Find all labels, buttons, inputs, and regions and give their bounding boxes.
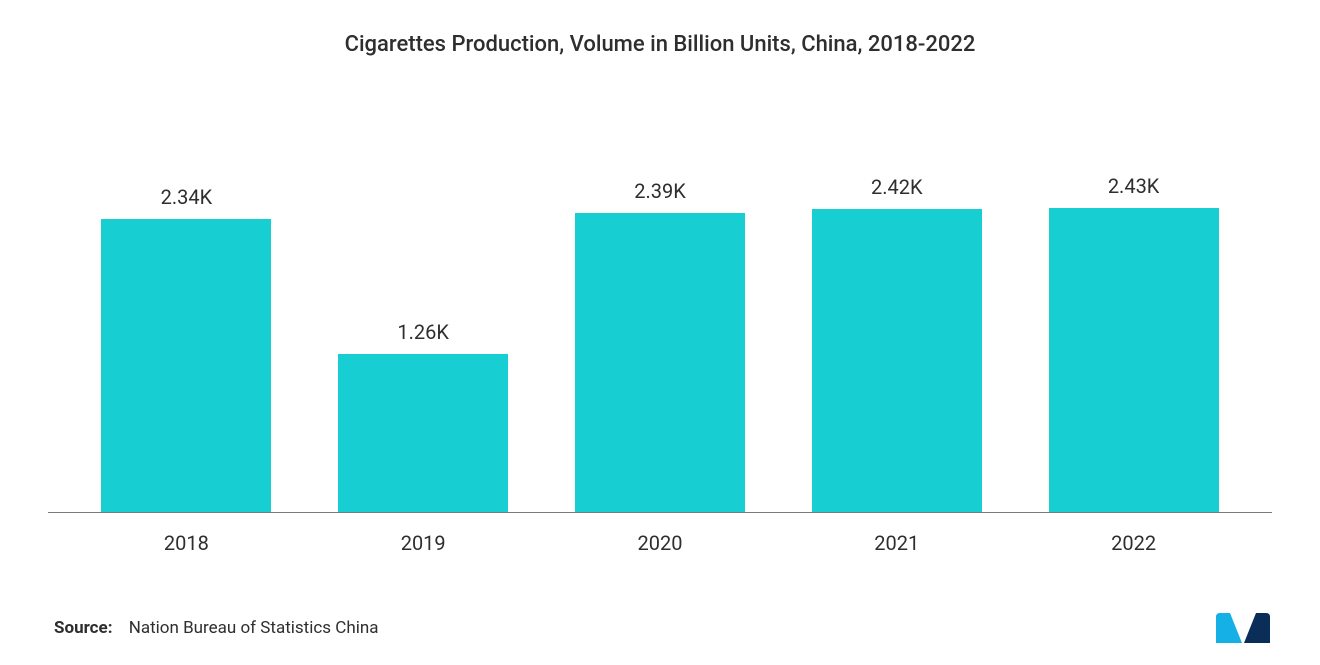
x-axis: 2018 2019 2020 2021 2022 [48,531,1272,555]
bar [575,213,745,512]
value-label: 2.34K [161,185,213,209]
x-tick: 2019 [305,531,542,555]
bar [812,209,982,512]
bar-group-2021: 2.42K [778,65,1015,512]
bar [1049,208,1219,512]
bar-group-2018: 2.34K [68,65,305,512]
x-tick: 2020 [542,531,779,555]
plot-area: 2.34K 1.26K 2.39K 2.42K 2.43K [48,65,1272,513]
value-label: 1.26K [397,320,449,344]
source-line: Source: Nation Bureau of Statistics Chin… [54,618,378,638]
chart-title: Cigarettes Production, Volume in Billion… [48,32,1272,57]
bar-group-2019: 1.26K [305,65,542,512]
source-text: Nation Bureau of Statistics China [129,618,379,638]
x-tick: 2021 [778,531,1015,555]
source-label: Source: [54,618,112,638]
x-tick: 2022 [1015,531,1252,555]
value-label: 2.42K [871,175,923,199]
brand-logo-icon [1214,611,1272,645]
bar-group-2022: 2.43K [1015,65,1252,512]
bar [338,354,508,512]
chart-footer: Source: Nation Bureau of Statistics Chin… [48,611,1272,665]
bar [101,219,271,512]
bar-group-2020: 2.39K [542,65,779,512]
x-tick: 2018 [68,531,305,555]
chart-container: Cigarettes Production, Volume in Billion… [0,0,1320,665]
value-label: 2.39K [634,179,686,203]
value-label: 2.43K [1108,174,1160,198]
